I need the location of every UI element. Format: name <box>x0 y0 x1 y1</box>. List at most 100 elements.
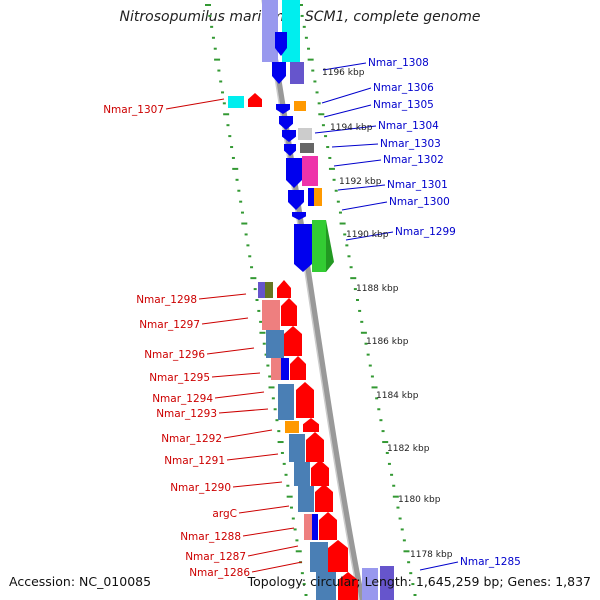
gene-label-nmar-1302: Nmar_1302 <box>383 154 444 166</box>
gene-label-nmar-1306: Nmar_1306 <box>373 82 434 94</box>
cds-block <box>312 220 326 272</box>
gene-label-nmar-1305: Nmar_1305 <box>373 99 434 111</box>
gene-labels: Nmar_1308 Nmar_1306 Nmar_1305 Nmar_1304 Nmar… <box>103 57 521 579</box>
cds-block <box>285 421 299 433</box>
cds-block <box>271 358 281 380</box>
scale-label: 1194 kbp <box>330 123 373 133</box>
reverse-gene-arrow <box>248 93 262 107</box>
cds-block <box>298 128 312 140</box>
gene-label-nmar-1288: Nmar_1288 <box>180 531 241 543</box>
gene-label-nmar-1285: Nmar_1285 <box>460 556 521 568</box>
gene-label-nmar-1295: Nmar_1295 <box>149 372 210 384</box>
gene-label-nmar-1303: Nmar_1303 <box>380 138 441 150</box>
gene-label-nmar-1301: Nmar_1301 <box>387 179 448 191</box>
tick-ring <box>205 4 417 596</box>
scale-label: 1178 kbp <box>410 550 453 560</box>
reverse-gene-arrow <box>311 460 329 486</box>
reverse-gene-arrow <box>328 540 348 572</box>
leader-line <box>232 481 283 488</box>
cds-block <box>266 330 284 358</box>
gene-label-nmar-1308: Nmar_1308 <box>368 57 429 69</box>
scale-label: 1196 kbp <box>322 68 365 78</box>
cds-block <box>316 572 336 600</box>
forward-gene-arrow <box>272 62 286 84</box>
cds-block <box>302 156 318 186</box>
leader-line <box>345 231 394 241</box>
cds-block <box>298 486 314 512</box>
leader-line <box>323 104 372 118</box>
forward-gene-arrow <box>286 158 302 188</box>
leader-line <box>314 125 377 134</box>
cds-block <box>304 514 312 540</box>
cds-block <box>294 462 310 486</box>
cds-block <box>282 0 300 62</box>
leader-line <box>341 201 388 211</box>
cds-block <box>296 114 308 124</box>
leader-line <box>201 317 249 325</box>
leader-line <box>218 408 269 414</box>
gene-label-nmar-1300: Nmar_1300 <box>389 196 450 208</box>
gene-label-nmar-1286: Nmar_1286 <box>189 567 250 579</box>
cds-block <box>300 143 314 153</box>
reverse-gene-arrow <box>319 512 337 540</box>
forward-gene-arrow <box>276 104 290 114</box>
gene-label-nmar-1298: Nmar_1298 <box>136 294 197 306</box>
leader-line <box>321 87 372 104</box>
leader-line <box>198 293 247 300</box>
cds-block <box>308 188 314 206</box>
cds-block <box>310 542 328 572</box>
gene-label-nmar-1297: Nmar_1297 <box>139 319 200 331</box>
genome-backbone <box>261 0 365 600</box>
cds-block <box>312 514 318 540</box>
gene-label-nmar-1292: Nmar_1292 <box>161 433 222 445</box>
scale-label: 1192 kbp <box>339 177 382 187</box>
reverse-gene-arrow <box>303 418 319 432</box>
scale-label: 1184 kbp <box>376 391 419 401</box>
reverse-gene-arrow <box>338 572 358 600</box>
leader-line <box>211 372 261 378</box>
backbone-line <box>262 0 365 600</box>
reverse-gene-arrow <box>284 326 302 356</box>
leader-line <box>214 391 265 399</box>
gene-label-nmar-1296: Nmar_1296 <box>144 349 205 361</box>
leader-line <box>242 527 295 537</box>
leader-line <box>333 159 382 167</box>
cds-block <box>262 0 278 62</box>
cds-block <box>265 282 273 298</box>
scale-label: 1180 kbp <box>398 495 441 505</box>
cds-block <box>326 220 334 272</box>
gene-label-nmar-1291: Nmar_1291 <box>164 455 225 467</box>
leader-line <box>337 184 386 191</box>
cds-block <box>281 358 289 380</box>
cds-block <box>294 101 306 111</box>
gene-label-nmar-1287: Nmar_1287 <box>185 551 246 563</box>
label-leaders <box>165 62 459 573</box>
reverse-gene-arrow <box>281 298 297 326</box>
forward-gene-arrow <box>284 144 296 156</box>
leader-line <box>206 347 255 355</box>
cds-block <box>362 568 378 600</box>
scale-label: 1186 kbp <box>366 337 409 347</box>
gene-label-nmar-1304: Nmar_1304 <box>378 120 439 132</box>
leader-line <box>238 505 290 514</box>
cds-block <box>278 384 294 420</box>
cds-block <box>228 96 244 108</box>
reverse-gene-arrow <box>315 484 333 512</box>
cds-block <box>262 300 280 330</box>
forward-gene-arrow <box>292 212 306 220</box>
cds-block <box>380 566 394 600</box>
leader-line <box>247 545 299 557</box>
scale-labels: 1196 kbp 1194 kbp 1192 kbp 1190 kbp 1188 kbp… <box>322 68 453 560</box>
scale-label: 1190 kbp <box>346 230 389 240</box>
gene-label-nmar-1294: Nmar_1294 <box>152 393 213 405</box>
leader-line <box>165 98 225 110</box>
cds-block <box>290 62 304 84</box>
forward-gene-arrow <box>282 130 296 142</box>
leader-line <box>322 62 367 71</box>
cds-block <box>314 188 322 206</box>
reverse-gene-arrow <box>277 280 291 298</box>
topology-text: Topology: circular; Length: 1,645,259 bp… <box>247 574 591 589</box>
gene-features <box>228 0 394 600</box>
reverse-gene-arrow <box>306 432 324 462</box>
